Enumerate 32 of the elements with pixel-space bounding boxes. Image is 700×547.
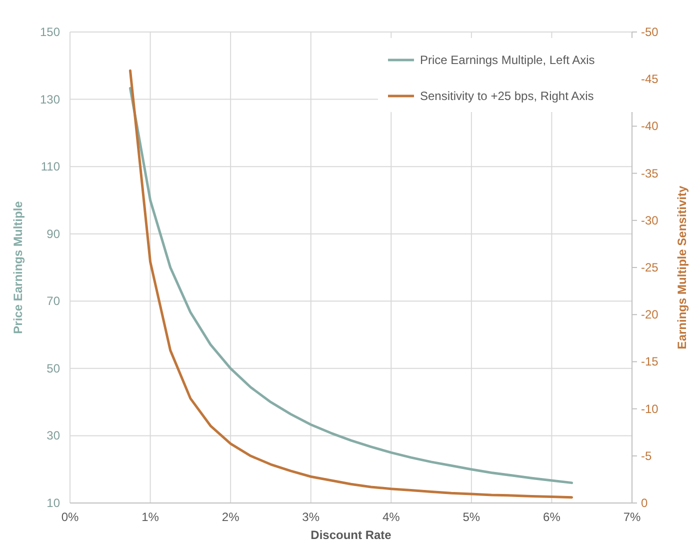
x-tick-label: 1% — [142, 510, 160, 524]
legend-label: Price Earnings Multiple, Left Axis — [420, 53, 595, 67]
y-axis-title: Price Earnings Multiple — [11, 200, 25, 334]
y2-tick-label: -15 — [641, 354, 659, 369]
y-tick-label: 30 — [46, 428, 60, 443]
x-tick-label: 0% — [61, 510, 79, 524]
x-tick-label: 5% — [462, 510, 480, 524]
y2-tick-label: 0 — [641, 496, 648, 510]
y-tick-label: 70 — [46, 294, 60, 308]
y-tick-label: 90 — [46, 226, 60, 241]
y2-tick-label: -5 — [641, 448, 652, 463]
y2-tick-label: -25 — [641, 260, 659, 274]
x-tick-label: 6% — [543, 510, 561, 524]
y2-tick-label: -20 — [641, 308, 659, 322]
y2-tick-label: -50 — [641, 25, 659, 39]
x-tick-label: 4% — [382, 510, 400, 524]
y2-tick-label: -40 — [641, 119, 659, 134]
y-tick-label: 10 — [46, 496, 60, 510]
y2-tick-label: -45 — [641, 72, 659, 86]
y-tick-label: 130 — [40, 92, 60, 106]
y2-tick-label: -30 — [641, 213, 659, 228]
y-tick-label: 150 — [40, 25, 60, 39]
x-axis-title: Discount Rate — [310, 528, 392, 542]
y-tick-label: 110 — [40, 160, 60, 174]
y2-tick-label: -10 — [641, 402, 659, 416]
x-tick-label: 2% — [222, 510, 240, 524]
y2-tick-label: -35 — [641, 166, 659, 180]
y2-axis-title: Earnings Multiple Sensitivity — [675, 185, 689, 350]
y-tick-label: 50 — [46, 361, 60, 376]
x-tick-label: 3% — [302, 510, 320, 524]
legend-label: Sensitivity to +25 bps, Right Axis — [420, 89, 594, 103]
x-tick-label: 7% — [623, 510, 641, 524]
